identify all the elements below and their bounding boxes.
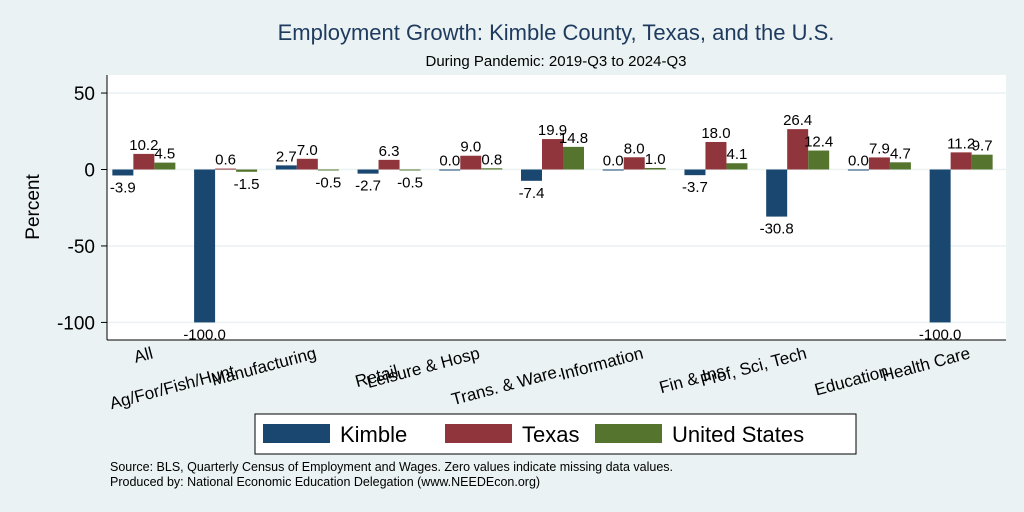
data-label: 4.1 [727, 146, 748, 163]
legend-label: United States [672, 422, 804, 447]
bar-kimble [602, 169, 624, 171]
data-label: 14.8 [559, 130, 588, 147]
bar-texas [296, 158, 318, 170]
bar-kimble [847, 169, 869, 171]
x-tick-label: Prof, Sci, Tech [698, 344, 808, 391]
bar-kimble [929, 169, 951, 323]
y-tick-label: -100 [57, 313, 95, 334]
data-label: 19.9 [538, 122, 567, 139]
bar-texas [623, 157, 645, 170]
data-label: -3.7 [682, 179, 708, 196]
y-axis-label: Percent [23, 174, 44, 240]
data-label: -100.0 [183, 326, 226, 343]
bar-texas [950, 152, 972, 170]
y-tick-label: -50 [68, 237, 95, 258]
bar-united-states [808, 150, 830, 170]
chart-subtitle: During Pandemic: 2019-Q3 to 2024-Q3 [426, 53, 687, 70]
legend-box [254, 413, 857, 455]
data-label: 0.8 [481, 151, 502, 168]
data-label: 1.0 [645, 151, 666, 168]
bar-united-states [644, 167, 666, 170]
data-label: 6.3 [379, 143, 400, 160]
data-label: 4.7 [890, 145, 911, 162]
bar-texas [133, 153, 155, 170]
legend-label: Texas [522, 422, 579, 447]
data-label: 12.4 [804, 134, 833, 151]
data-label: -30.8 [760, 221, 794, 238]
data-label: 0.0 [439, 153, 460, 170]
data-label: 11.2 [947, 135, 975, 152]
x-tick-label: Health Care [880, 344, 973, 386]
data-label: 9.0 [460, 139, 481, 156]
bar-united-states [399, 169, 421, 171]
data-label: -2.7 [355, 178, 381, 195]
x-tick-label: Manufacturing [209, 344, 318, 390]
x-tick-label: Information [558, 344, 645, 384]
bar-kimble [275, 165, 297, 170]
bar-texas [542, 139, 563, 170]
bar-united-states [236, 169, 258, 172]
y-tick-label: 0 [84, 161, 95, 182]
bar-united-states [971, 154, 993, 170]
bar-united-states [889, 162, 911, 170]
data-label: 4.5 [154, 146, 175, 163]
bar-united-states [481, 168, 503, 170]
data-label: 26.4 [783, 112, 812, 129]
x-tick-label: All [132, 344, 155, 367]
data-label: -0.5 [397, 174, 423, 191]
data-label: -100.0 [919, 326, 962, 343]
data-label: 7.9 [869, 140, 890, 157]
data-label: -7.4 [519, 185, 545, 202]
data-label: 0.0 [603, 153, 624, 170]
data-label: 0.0 [848, 153, 869, 170]
data-label: 0.6 [215, 152, 236, 169]
bar-texas [787, 129, 809, 170]
data-label: 7.0 [297, 142, 318, 159]
bar-united-states [317, 169, 339, 171]
plot-area [107, 75, 1006, 340]
bar-texas [868, 157, 890, 170]
producer-note: Produced by: National Economic Education… [110, 475, 540, 489]
data-label: 18.0 [701, 125, 730, 142]
data-label: 9.7 [972, 138, 993, 155]
bar-kimble [194, 169, 216, 323]
x-tick-label: Trans. & Ware. [449, 362, 563, 410]
legend-swatch-kimble [263, 424, 330, 443]
bar-kimble [521, 169, 542, 181]
data-label: -0.5 [315, 174, 341, 191]
bar-kimble [112, 169, 134, 176]
bar-kimble [357, 169, 379, 174]
bar-texas [215, 168, 237, 170]
chart-title: Employment Growth: Kimble County, Texas,… [278, 20, 835, 45]
data-label: 10.2 [129, 137, 158, 154]
bar-kimble [684, 169, 706, 176]
data-label: 2.7 [276, 148, 297, 165]
legend-swatch-texas [445, 424, 512, 443]
bar-texas [705, 141, 727, 170]
data-label: -1.5 [234, 176, 260, 193]
bar-texas [460, 155, 482, 170]
bar-united-states [726, 163, 748, 170]
bar-united-states [563, 146, 584, 170]
bar-texas [378, 159, 400, 170]
bar-united-states [154, 162, 176, 170]
data-label: -3.9 [110, 179, 136, 196]
y-tick-label: 50 [74, 84, 95, 105]
bar-kimble [766, 169, 788, 217]
legend-label: Kimble [340, 422, 407, 447]
bar-kimble [439, 169, 461, 171]
source-note: Source: BLS, Quarterly Census of Employm… [110, 460, 673, 474]
data-label: 8.0 [624, 140, 645, 157]
legend-swatch-united-states [595, 424, 662, 443]
